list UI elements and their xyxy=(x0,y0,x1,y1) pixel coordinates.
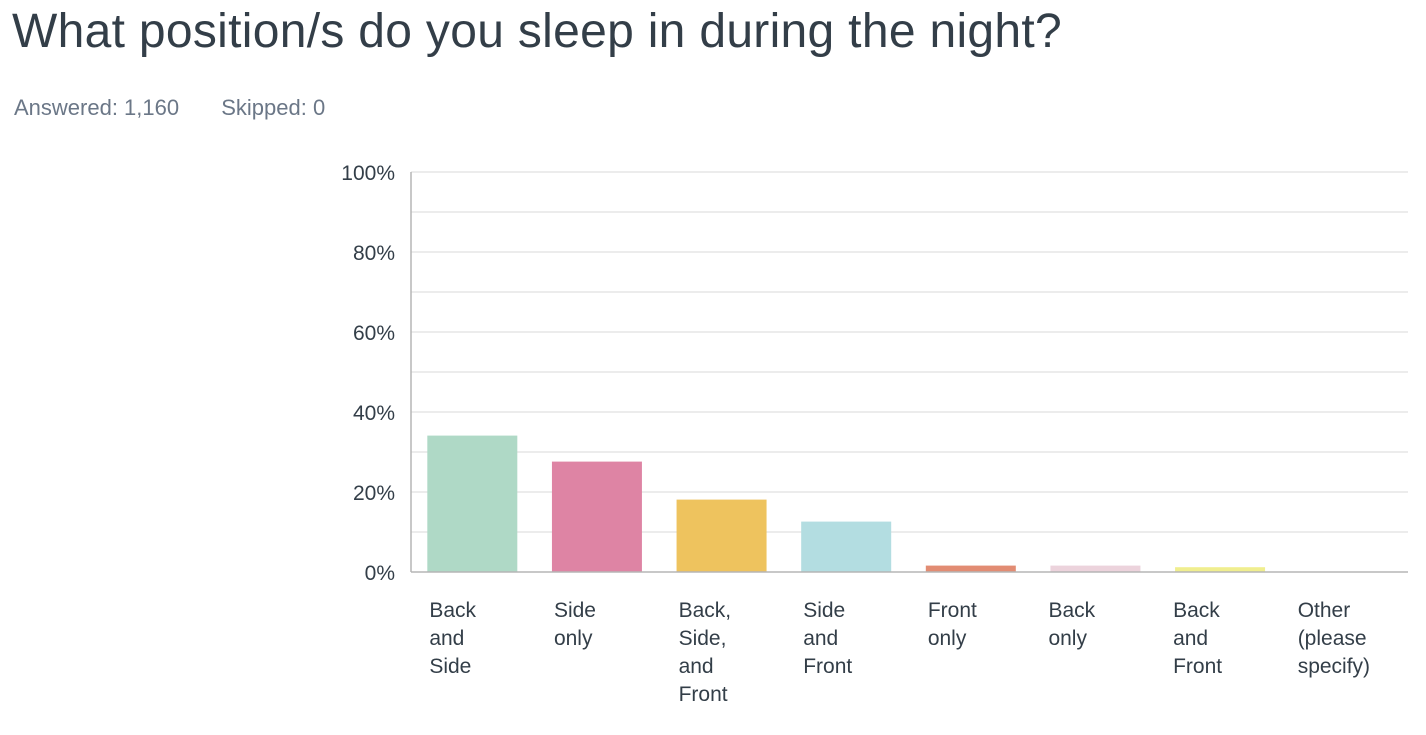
category-label: and xyxy=(679,655,714,678)
y-tick-label: 20% xyxy=(353,482,395,505)
question-title: What position/s do you sleep in during t… xyxy=(12,5,1063,58)
y-tick-label: 60% xyxy=(353,322,395,345)
bar xyxy=(1175,567,1266,572)
category-label: and xyxy=(1173,627,1208,650)
category-label: Back, xyxy=(679,599,732,622)
category-label: Side xyxy=(803,599,845,622)
y-tick-label: 80% xyxy=(353,242,395,265)
category-label: Back xyxy=(1048,599,1095,622)
category-label: (please xyxy=(1298,627,1367,650)
category-label: Back xyxy=(1173,599,1220,622)
bar xyxy=(925,565,1016,572)
category-label: Side xyxy=(429,655,471,678)
category-label: specify) xyxy=(1298,655,1370,678)
category-label: only xyxy=(554,627,593,650)
category-label: Front xyxy=(679,683,728,706)
category-label: Front xyxy=(928,599,977,622)
skipped-count: Skipped: 0 xyxy=(221,95,326,120)
category-label: Back xyxy=(429,599,476,622)
bar xyxy=(551,461,642,572)
category-label: and xyxy=(429,627,464,650)
category-label: Front xyxy=(1173,655,1222,678)
category-label: Side xyxy=(554,599,596,622)
bar xyxy=(676,499,767,572)
bar xyxy=(1050,565,1141,572)
bar xyxy=(801,521,892,572)
category-label: Front xyxy=(803,655,852,678)
category-label: Other xyxy=(1298,599,1351,622)
answered-count: Answered: 1,160 xyxy=(14,95,180,120)
category-label: Side, xyxy=(679,627,727,650)
y-tick-label: 40% xyxy=(353,402,395,425)
category-label: only xyxy=(1048,627,1087,650)
category-label: and xyxy=(803,627,838,650)
y-tick-label: 0% xyxy=(365,562,395,585)
y-tick-label: 100% xyxy=(341,162,395,185)
category-label: only xyxy=(928,627,967,650)
bar xyxy=(427,435,518,572)
response-stats: Answered: 1,160 Skipped: 0 xyxy=(14,94,361,122)
